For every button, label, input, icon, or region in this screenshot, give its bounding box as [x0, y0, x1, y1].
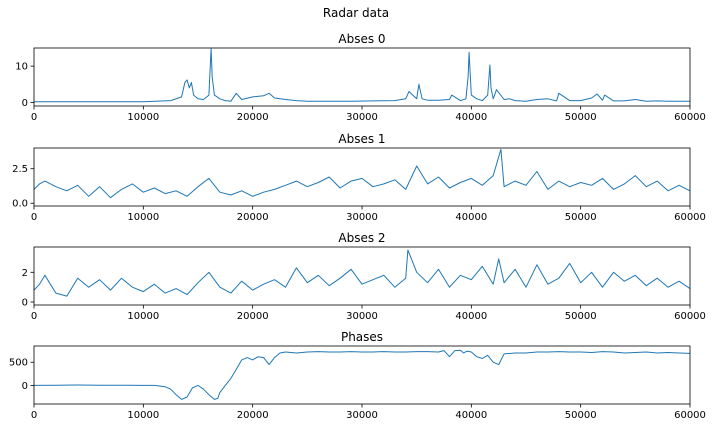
x-tick-label: 0: [31, 112, 37, 123]
subplot-2: Abses 2 0 10000 20000 30000 40000 50000 60000 0 2: [22, 231, 706, 322]
x-tick-label: 50000: [565, 212, 597, 223]
y-tick-label: 0: [22, 298, 28, 309]
x-tick-label: 10000: [127, 311, 159, 322]
x-tick-label: 60000: [674, 311, 706, 322]
x-tick-label: 60000: [674, 112, 706, 123]
subplot-title: Phases: [341, 330, 383, 344]
x-tick-label: 50000: [565, 112, 597, 123]
x-tick-label: 0: [31, 311, 37, 322]
series-line: [34, 48, 690, 103]
x-tick-label: 10000: [127, 212, 159, 223]
subplot-1: Abses 1 0 10000 20000 30000 40000 50000 60000 0.…: [12, 132, 706, 223]
axes-frame: [33, 345, 691, 405]
x-tick-label: 30000: [346, 212, 378, 223]
x-tick-label: 40000: [455, 311, 487, 322]
x-tick-label: 10000: [127, 112, 159, 123]
x-tick-label: 40000: [455, 410, 487, 421]
x-tick-label: 20000: [237, 112, 269, 123]
y-tick-label: 0: [22, 381, 28, 392]
x-tick-label: 20000: [237, 410, 269, 421]
x-tick-label: 30000: [346, 410, 378, 421]
y-tick-label: 0.0: [12, 199, 28, 210]
figure-title: Radar data: [323, 6, 389, 20]
x-tick-label: 10000: [127, 410, 159, 421]
series-line: [34, 148, 690, 199]
x-tick-label: 40000: [455, 212, 487, 223]
axes-frame: [33, 47, 691, 107]
y-tick-label: 0: [22, 98, 28, 109]
x-tick-label: 50000: [565, 311, 597, 322]
x-tick-label: 0: [31, 410, 37, 421]
x-tick-label: 30000: [346, 112, 378, 123]
y-tick-label: 10: [15, 62, 28, 73]
y-tick-label: 500: [9, 358, 28, 369]
x-tick-label: 50000: [565, 410, 597, 421]
x-tick-label: 60000: [674, 410, 706, 421]
subplot-3: Phases 0 10000 20000 30000 40000 50000 60000 0 50…: [9, 330, 706, 421]
x-tick-label: 0: [31, 212, 37, 223]
axes-frame: [33, 246, 691, 306]
y-tick-label: 2: [22, 268, 28, 279]
x-tick-label: 40000: [455, 112, 487, 123]
subplot-title: Abses 0: [338, 32, 385, 46]
subplot-title: Abses 2: [338, 231, 385, 245]
axes-frame: [33, 147, 691, 207]
x-tick-label: 20000: [237, 311, 269, 322]
x-tick-label: 20000: [237, 212, 269, 223]
subplot-title: Abses 1: [338, 132, 385, 146]
x-tick-label: 30000: [346, 311, 378, 322]
series-line: [34, 249, 690, 297]
y-tick-label: 2.5: [12, 164, 28, 175]
series-line: [34, 349, 690, 400]
x-tick-label: 60000: [674, 212, 706, 223]
subplot-0: Abses 0 0 10000 20000 30000 40000 50000 60000 0 1…: [15, 32, 706, 123]
